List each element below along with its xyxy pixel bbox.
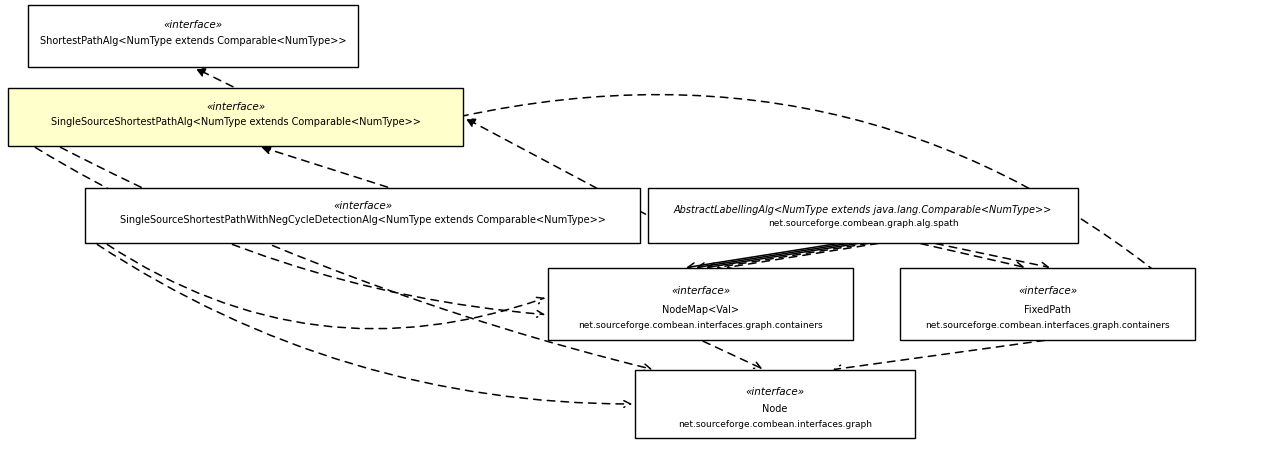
- Text: SingleSourceShortestPathAlg<NumType extends Comparable<NumType>>: SingleSourceShortestPathAlg<NumType exte…: [51, 117, 421, 127]
- Text: FixedPath: FixedPath: [1024, 305, 1071, 315]
- Bar: [647, 188, 1078, 243]
- Bar: [28, 5, 359, 67]
- Text: SingleSourceShortestPathWithNegCycleDetectionAlg<NumType extends Comparable<NumT: SingleSourceShortestPathWithNegCycleDete…: [119, 215, 606, 225]
- Text: «interface»: «interface»: [672, 286, 730, 296]
- Text: ShortestPathAlg<NumType extends Comparable<NumType>>: ShortestPathAlg<NumType extends Comparab…: [39, 36, 346, 46]
- Text: «interface»: «interface»: [333, 201, 392, 211]
- Text: «interface»: «interface»: [163, 20, 223, 30]
- Bar: [549, 268, 853, 340]
- Text: net.sourceforge.combean.interfaces.graph.containers: net.sourceforge.combean.interfaces.graph…: [925, 321, 1169, 330]
- Bar: [85, 188, 640, 243]
- Text: «interface»: «interface»: [1017, 286, 1077, 296]
- Text: NodeMap<Val>: NodeMap<Val>: [661, 305, 739, 315]
- Bar: [8, 88, 462, 146]
- Text: net.sourceforge.combean.interfaces.graph: net.sourceforge.combean.interfaces.graph: [678, 420, 872, 429]
- Text: «interface»: «interface»: [207, 102, 265, 112]
- Text: net.sourceforge.combean.interfaces.graph.containers: net.sourceforge.combean.interfaces.graph…: [578, 321, 822, 330]
- Bar: [635, 370, 915, 438]
- Text: «interface»: «interface»: [745, 387, 805, 397]
- Text: AbstractLabellingAlg<NumType extends java.lang.Comparable<NumType>>: AbstractLabellingAlg<NumType extends jav…: [674, 205, 1052, 215]
- Text: Node: Node: [763, 404, 788, 415]
- Bar: [900, 268, 1195, 340]
- Text: net.sourceforge.combean.graph.alg.spath: net.sourceforge.combean.graph.alg.spath: [768, 219, 958, 228]
